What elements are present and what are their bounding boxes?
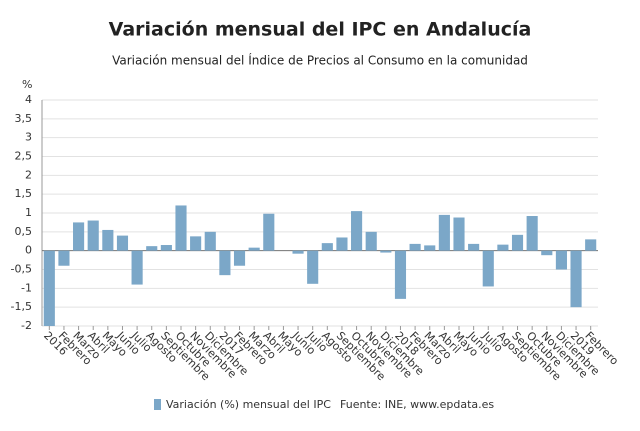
bar — [351, 211, 363, 251]
bar — [497, 244, 509, 251]
bar — [409, 243, 421, 251]
y-tick-label: 1 — [25, 206, 32, 219]
y-tick-label: -1 — [21, 281, 32, 294]
y-tick-label: 0,5 — [15, 225, 33, 238]
bar — [204, 231, 216, 251]
source: Fuente: INE, www.epdata.es — [340, 398, 494, 411]
y-tick-label: 4 — [25, 93, 32, 106]
legend-label: Variación (%) mensual del IPC — [166, 398, 331, 411]
bar — [131, 250, 143, 285]
bar — [438, 214, 450, 251]
bar — [453, 217, 465, 251]
bar — [190, 236, 202, 251]
bar — [511, 234, 524, 251]
bar — [160, 245, 172, 251]
y-tick-label: 3,5 — [15, 112, 33, 125]
bar — [585, 239, 597, 251]
y-tick-label: -1,5 — [11, 300, 32, 313]
bar — [233, 250, 246, 266]
bar — [146, 246, 158, 251]
bar — [570, 250, 582, 308]
y-tick-label: 3 — [25, 131, 32, 144]
y-axis-label: % — [22, 78, 32, 91]
bar — [365, 231, 377, 251]
bar — [541, 250, 553, 256]
bar — [87, 220, 99, 251]
bar — [321, 243, 333, 251]
bar — [102, 229, 114, 251]
y-tick-label: 0 — [25, 244, 32, 257]
bar — [43, 250, 55, 326]
y-tick-label: 2 — [25, 168, 32, 181]
chart-subtitle: Variación mensual del Índice de Precios … — [112, 53, 528, 68]
bar — [336, 237, 348, 251]
bar — [116, 235, 129, 251]
legend-swatch — [154, 399, 161, 410]
chart-title: Variación mensual del IPC en Andalucía — [109, 19, 532, 41]
bar — [380, 250, 392, 253]
bar — [58, 250, 70, 266]
y-tick-label: -2 — [21, 319, 32, 332]
y-tick-label: 2,5 — [15, 150, 33, 163]
bar — [424, 245, 436, 251]
bar — [292, 250, 304, 254]
bar — [248, 247, 260, 251]
bar — [394, 250, 407, 299]
bar — [307, 250, 319, 284]
y-tick-label: -0,5 — [11, 263, 32, 276]
bar — [263, 213, 275, 251]
bar — [482, 250, 494, 287]
bar — [219, 250, 231, 276]
bar — [526, 216, 538, 251]
bar — [73, 222, 85, 251]
bar — [175, 205, 187, 251]
bar — [555, 250, 567, 270]
y-tick-label: 1,5 — [15, 187, 33, 200]
bar — [468, 243, 480, 251]
